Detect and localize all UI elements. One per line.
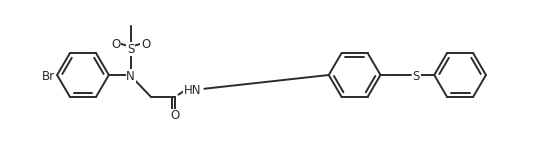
Text: Br: Br [42,70,55,83]
Text: S: S [127,42,134,56]
Text: S: S [413,70,420,83]
Text: O: O [170,109,179,122]
Text: HN: HN [184,84,201,97]
Text: O: O [141,38,150,51]
Text: O: O [111,38,120,51]
Text: N: N [126,70,135,83]
